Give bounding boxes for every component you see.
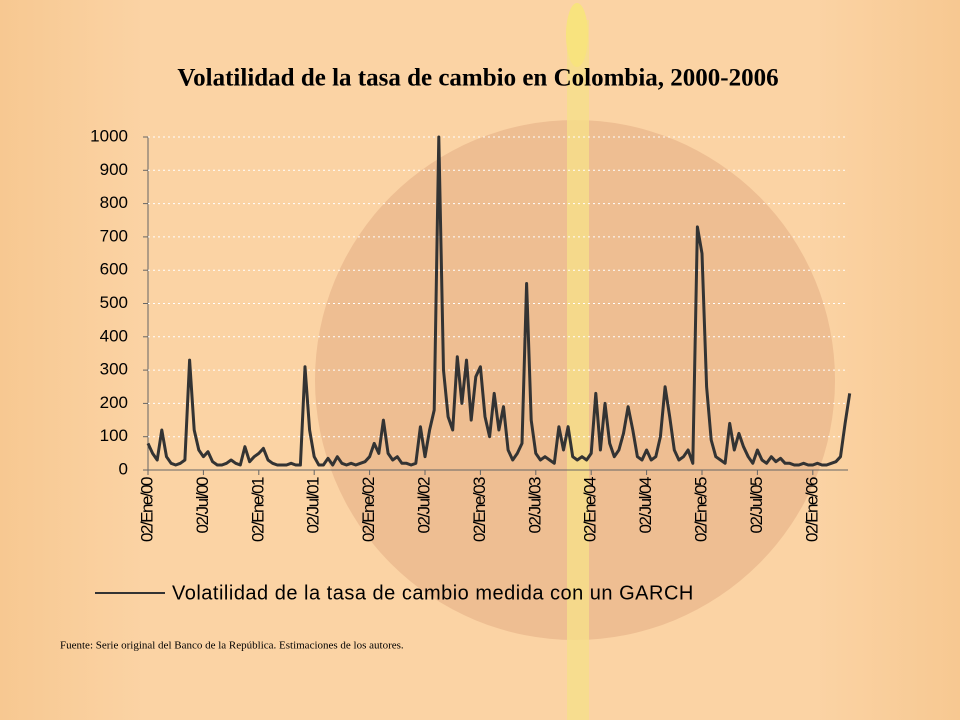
source-note: Fuente: Serie original del Banco de la R… <box>60 640 404 652</box>
y-tick-label: 700 <box>100 226 128 245</box>
chart-title: Volatilidad de la tasa de cambio en Colo… <box>177 65 778 92</box>
series-line <box>146 135 852 467</box>
x-tick-label: 02/Jul/03 <box>525 477 544 534</box>
plot: 0 100 200 300 400 500 600 700 800 900 1000 02/Ene/0… <box>90 126 852 542</box>
y-tick-label: 1000 <box>90 126 128 145</box>
x-tick-label: 02/Ene/00 <box>137 477 156 542</box>
x-tick-label: 02/Ene/02 <box>359 477 378 542</box>
x-tick-label: 02/Jul/02 <box>414 477 433 534</box>
y-tick-label: 300 <box>100 360 128 379</box>
y-tick-label: 500 <box>100 293 128 312</box>
x-tick-label: 02/Jul/01 <box>304 477 323 534</box>
legend-label: Volatilidad de la tasa de cambio medida … <box>172 582 694 604</box>
x-tick-label: 02/Ene/05 <box>691 477 710 542</box>
y-tick-label: 200 <box>100 393 128 412</box>
y-tick-label: 900 <box>100 160 128 179</box>
y-tick-label: 800 <box>100 193 128 212</box>
x-tick-label: 02/Ene/06 <box>802 477 821 542</box>
y-tick-label: 100 <box>100 426 128 445</box>
x-tick-label: 02/Ene/01 <box>248 477 267 542</box>
y-tick-label: 400 <box>100 326 128 345</box>
background-flame <box>566 3 588 67</box>
x-tick-label: 02/Jul/00 <box>193 477 212 534</box>
x-tick-label: 02/Ene/03 <box>470 477 489 542</box>
x-tick-label: 02/Jul/04 <box>636 477 655 534</box>
y-tick-label: 600 <box>100 260 128 279</box>
x-tick-label: 02/Jul/05 <box>747 477 766 534</box>
x-tick-label: 02/Ene/04 <box>581 477 600 542</box>
y-tick-label: 0 <box>119 459 128 478</box>
